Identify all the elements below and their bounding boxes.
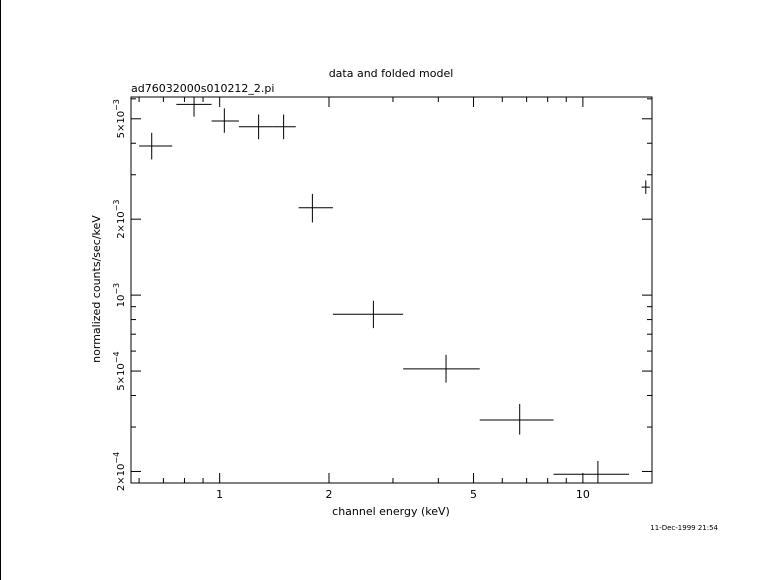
x-tick-label: 10 — [576, 488, 590, 501]
y-tick-label: 5×10−3 — [112, 99, 127, 138]
y-tick-exponent: −3 — [112, 200, 121, 212]
file-name-label: ad76032000s010212_2.pi — [131, 82, 274, 95]
data-point — [332, 300, 404, 329]
y-tick-mantissa: 5×10 — [116, 111, 127, 138]
plot-frame — [130, 96, 653, 484]
data-point — [211, 108, 239, 133]
y-tick-mantissa: 2×10 — [116, 464, 127, 491]
x-tick-labels: 1 2 5 10 — [216, 488, 590, 501]
data-point — [641, 180, 650, 194]
y-tick-exponent: −3 — [112, 283, 121, 295]
x-tick-label: 1 — [216, 488, 223, 501]
data-point — [272, 114, 296, 140]
timestamp-label: 11-Dec-1999 21:54 — [650, 524, 718, 532]
y-tick-exponent: −4 — [112, 351, 121, 363]
data-point — [403, 354, 480, 383]
y-tick-label: 5×10−4 — [112, 351, 127, 390]
data-point — [139, 132, 173, 160]
y-tick-exponent: −4 — [112, 452, 121, 464]
y-tick-label: 2×10−4 — [112, 452, 127, 491]
data-point — [479, 404, 554, 435]
data-point — [176, 97, 212, 117]
data-point — [298, 193, 333, 223]
y-axis-label: normalized counts/sec/keV — [90, 215, 103, 363]
data-point — [238, 114, 273, 140]
y-tick-label: 2×10−3 — [112, 200, 127, 239]
chart-title: data and folded model — [329, 67, 454, 80]
data-points — [139, 97, 650, 483]
y-tick-exponent: −3 — [112, 99, 121, 111]
x-axis-label: channel energy (keV) — [332, 505, 450, 518]
y-tick-labels: 2×10−45×10−410−32×10−35×10−3 — [112, 99, 127, 491]
y-tick-mantissa: 10 — [116, 295, 127, 308]
x-tick-label: 5 — [470, 488, 477, 501]
y-tick-mantissa: 2×10 — [116, 211, 127, 238]
y-tick-label: 10−3 — [112, 283, 127, 308]
y-tick-mantissa: 5×10 — [116, 363, 127, 390]
data-point — [553, 461, 630, 483]
x-tick-label: 2 — [326, 488, 333, 501]
axis-ticks — [131, 97, 652, 483]
